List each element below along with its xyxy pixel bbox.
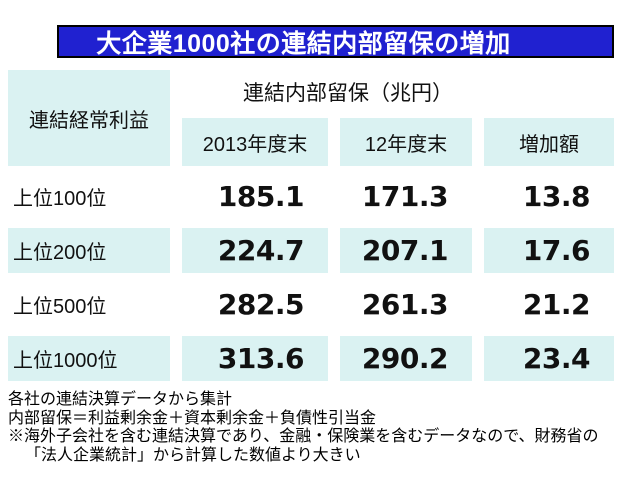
footnote-line-1: 各社の連結決算データから集計 bbox=[8, 391, 233, 408]
table-row-top500: 上位500位 282.5 261.3 21.2 bbox=[8, 282, 614, 327]
table-row-top200: 上位200位 224.7 207.1 17.6 bbox=[8, 228, 614, 273]
value-fy2013: 313.6 bbox=[182, 336, 328, 381]
column-headers-row: 2013年度末 12年度末 増加額 bbox=[182, 118, 614, 166]
footnotes: 各社の連結決算データから集計 内部留保＝利益剰余金＋資本剰余金＋負債性引当金 ※… bbox=[8, 391, 612, 465]
footnote-line-2: 内部留保＝利益剰余金＋資本剰余金＋負債性引当金 bbox=[8, 409, 377, 427]
footnote-line-3: ※海外子会社を含む連結決算であり、金融・保険業を含むデータなので、財務省の bbox=[8, 428, 599, 445]
row-label: 上位1000位 bbox=[8, 336, 170, 381]
column-group-header-label: 連結内部留保（兆円） bbox=[243, 82, 453, 105]
value-fy2012: 261.3 bbox=[340, 282, 472, 327]
value-fy2012: 290.2 bbox=[340, 336, 472, 381]
row-label: 上位500位 bbox=[8, 282, 170, 327]
data-table: 連結経常利益 連結内部留保（兆円） 2013年度末 12年度末 増加額 上位10… bbox=[8, 70, 614, 381]
table-row-top1000: 上位1000位 313.6 290.2 23.4 bbox=[8, 336, 614, 381]
value-increase: 13.8 bbox=[484, 174, 614, 219]
column-header-fy2013: 2013年度末 bbox=[182, 118, 328, 166]
table-row-top100: 上位100位 185.1 171.3 13.8 bbox=[8, 174, 614, 219]
row-label: 上位200位 bbox=[8, 228, 170, 273]
value-increase: 17.6 bbox=[484, 228, 614, 273]
column-header-fy2012: 12年度末 bbox=[340, 118, 472, 166]
value-fy2012: 171.3 bbox=[340, 174, 472, 219]
row-label: 上位100位 bbox=[8, 174, 170, 219]
value-fy2013: 224.7 bbox=[182, 228, 328, 273]
corner-header-cell: 連結経常利益 bbox=[8, 70, 170, 166]
title-bar: 大企業1000社の連結内部留保の増加 bbox=[57, 25, 614, 58]
value-increase: 21.2 bbox=[484, 282, 614, 327]
value-fy2013: 185.1 bbox=[182, 174, 328, 219]
column-header-increase: 増加額 bbox=[484, 118, 614, 166]
page-title: 大企業1000社の連結内部留保の増加 bbox=[96, 29, 511, 58]
table-header: 連結経常利益 連結内部留保（兆円） 2013年度末 12年度末 増加額 bbox=[8, 70, 614, 166]
footnote-line-4: 「法人企業統計」から計算した数値より大きい bbox=[25, 446, 361, 464]
value-fy2012: 207.1 bbox=[340, 228, 472, 273]
value-fy2013: 282.5 bbox=[182, 282, 328, 327]
value-increase: 23.4 bbox=[484, 336, 614, 381]
column-group-header: 連結内部留保（兆円） bbox=[182, 70, 614, 114]
